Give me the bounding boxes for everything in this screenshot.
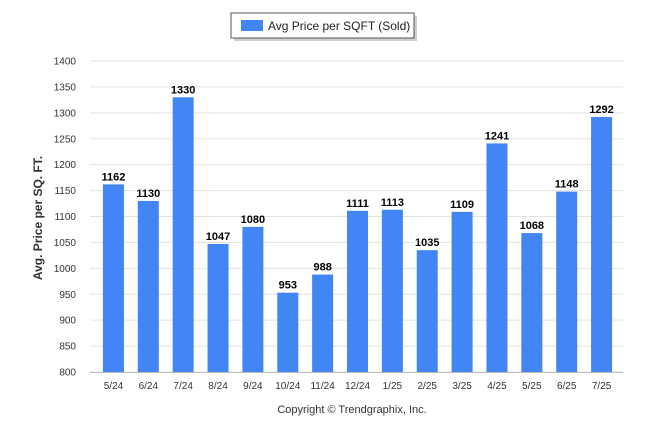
x-tick-label: 4/25 <box>487 381 507 392</box>
y-tick-label: 1150 <box>54 186 76 197</box>
bar-5-24 <box>102 184 124 372</box>
data-label: 1109 <box>450 199 474 211</box>
y-axis-ticks: 800 850 900 950 1000 1050 1100 1150 1200 1250 1300… <box>54 57 77 379</box>
data-label: 1035 <box>415 237 439 249</box>
y-tick-label: 950 <box>59 290 76 301</box>
bar-8-24 <box>207 243 229 372</box>
copyright-footer: Copyright © Trendgraphix, Inc. <box>277 404 426 416</box>
bar-11-24 <box>312 274 334 372</box>
data-label: 1292 <box>589 104 613 116</box>
bars <box>102 97 613 373</box>
data-label: 1162 <box>101 171 125 183</box>
y-tick-label: 900 <box>59 316 76 327</box>
bar-7-24 <box>172 97 194 373</box>
x-tick-label: 7/24 <box>173 381 193 392</box>
data-label: 1241 <box>485 130 509 142</box>
data-labels: 1162 1130 1330 1047 1080 953 988 1111 1113 1035 11… <box>101 84 613 291</box>
x-tick-label: 1/25 <box>383 381 403 392</box>
bar-3-25 <box>451 211 473 372</box>
x-tick-label: 11/24 <box>310 381 335 392</box>
y-tick-label: 1000 <box>54 264 77 275</box>
y-tick-label: 1300 <box>54 108 77 119</box>
data-label: 1148 <box>555 179 579 191</box>
y-tick-label: 1250 <box>54 134 77 145</box>
data-label: 988 <box>313 262 331 274</box>
x-tick-label: 10/24 <box>275 381 300 392</box>
bar-9-24 <box>242 226 264 372</box>
x-tick-label: 2/25 <box>417 381 437 392</box>
bar-12-24 <box>347 210 368 372</box>
legend-swatch <box>241 20 263 31</box>
x-tick-label: 5/25 <box>522 381 542 392</box>
bar-6-24 <box>137 200 159 372</box>
bar-1-25 <box>381 209 403 372</box>
data-label: 1111 <box>346 198 369 210</box>
data-label: 1080 <box>241 214 265 226</box>
x-tick-label: 3/25 <box>452 381 472 392</box>
bar-5-25 <box>521 233 543 372</box>
bar-10-24 <box>277 292 299 372</box>
bar-7-25 <box>591 116 613 372</box>
y-tick-label: 800 <box>59 368 76 379</box>
y-tick-label: 1050 <box>54 238 77 249</box>
x-axis-ticks: 5/24 6/24 7/24 8/24 9/24 10/24 11/24 12/24 1/25 2… <box>104 381 612 392</box>
data-label: 1330 <box>171 84 195 96</box>
x-tick-label: 6/24 <box>139 381 159 392</box>
legend-label: Avg Price per SQFT (Sold) <box>268 19 410 33</box>
y-tick-label: 1100 <box>54 212 76 223</box>
x-tick-label: 9/24 <box>243 381 263 392</box>
data-label: 1113 <box>381 197 404 209</box>
x-tick-label: 5/24 <box>104 381 124 392</box>
y-tick-label: 1400 <box>54 57 77 68</box>
bar-2-25 <box>416 250 438 372</box>
y-tick-label: 1350 <box>54 82 77 93</box>
bar-6-25 <box>556 191 578 372</box>
data-label: 1068 <box>520 220 544 232</box>
data-label: 1047 <box>206 231 230 243</box>
x-tick-label: 12/24 <box>345 381 370 392</box>
x-tick-label: 8/24 <box>208 381 228 392</box>
y-tick-label: 850 <box>59 342 76 353</box>
data-label: 953 <box>279 280 297 292</box>
x-tick-label: 6/25 <box>557 381 577 392</box>
bar-4-25 <box>486 143 508 372</box>
y-axis-title: Avg. Price per SQ. FT. <box>31 156 45 280</box>
data-label: 1130 <box>136 188 160 200</box>
legend: Avg Price per SQFT (Sold) <box>230 12 417 41</box>
x-tick-label: 7/25 <box>592 381 612 392</box>
y-tick-label: 1200 <box>54 160 77 171</box>
